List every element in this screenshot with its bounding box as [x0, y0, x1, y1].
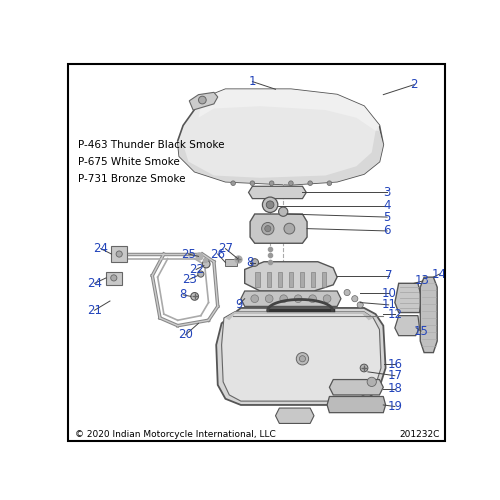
Polygon shape [226, 312, 374, 320]
Text: 24: 24 [87, 277, 102, 290]
Text: 27: 27 [218, 242, 233, 255]
Circle shape [191, 292, 198, 300]
Text: 8: 8 [246, 256, 254, 269]
Polygon shape [190, 92, 218, 110]
Polygon shape [327, 396, 386, 412]
Text: 16: 16 [388, 358, 402, 370]
Polygon shape [276, 408, 314, 424]
Circle shape [198, 96, 206, 104]
Polygon shape [106, 272, 122, 285]
Polygon shape [395, 316, 419, 336]
Text: 12: 12 [388, 308, 402, 320]
Bar [266, 272, 271, 287]
Polygon shape [178, 131, 384, 184]
Text: 201232C: 201232C [399, 430, 440, 438]
Polygon shape [178, 90, 384, 184]
Circle shape [300, 356, 306, 362]
Circle shape [250, 181, 254, 186]
Polygon shape [222, 312, 381, 401]
Text: 2: 2 [410, 78, 418, 91]
Text: 26: 26 [210, 248, 225, 260]
Text: 15: 15 [414, 324, 428, 338]
Bar [278, 272, 282, 287]
Polygon shape [330, 380, 384, 395]
Text: 1: 1 [248, 75, 256, 88]
Text: 5: 5 [384, 210, 391, 224]
Circle shape [344, 290, 350, 296]
Text: 23: 23 [182, 273, 196, 286]
Text: 14: 14 [432, 268, 447, 280]
Circle shape [327, 181, 332, 186]
Circle shape [198, 271, 204, 277]
Text: 8: 8 [180, 288, 187, 302]
Text: 6: 6 [384, 224, 391, 237]
Circle shape [202, 260, 210, 268]
Polygon shape [112, 246, 127, 262]
Circle shape [266, 295, 273, 302]
Circle shape [284, 223, 295, 234]
Text: 22: 22 [188, 263, 204, 276]
Bar [288, 272, 293, 287]
Circle shape [262, 197, 278, 212]
Text: 25: 25 [181, 248, 196, 260]
Polygon shape [244, 262, 337, 291]
Polygon shape [241, 291, 341, 306]
Circle shape [294, 295, 302, 302]
Circle shape [309, 295, 316, 302]
Circle shape [352, 296, 358, 302]
Text: 9: 9 [236, 298, 243, 310]
Circle shape [251, 295, 258, 302]
Text: 24: 24 [93, 242, 108, 255]
Circle shape [323, 295, 331, 302]
Polygon shape [216, 308, 386, 405]
Text: P-675 White Smoke: P-675 White Smoke [78, 156, 180, 166]
Circle shape [278, 207, 288, 216]
Text: 11: 11 [381, 298, 396, 312]
Circle shape [231, 181, 235, 186]
Circle shape [264, 226, 271, 232]
Polygon shape [395, 284, 422, 312]
Circle shape [288, 181, 293, 186]
Text: 13: 13 [415, 274, 430, 287]
Circle shape [110, 275, 117, 281]
Text: 17: 17 [388, 369, 402, 382]
Text: 18: 18 [388, 382, 402, 396]
Polygon shape [248, 186, 306, 198]
Text: 21: 21 [87, 304, 102, 317]
Text: © 2020 Indian Motorcycle International, LLC: © 2020 Indian Motorcycle International, … [76, 430, 276, 438]
Circle shape [251, 258, 258, 266]
Circle shape [280, 295, 287, 302]
Text: P-731 Bronze Smoke: P-731 Bronze Smoke [78, 174, 185, 184]
Text: 10: 10 [382, 287, 396, 300]
Polygon shape [250, 214, 307, 244]
Polygon shape [198, 90, 380, 131]
Circle shape [360, 364, 368, 372]
Bar [322, 272, 326, 287]
Polygon shape [226, 258, 237, 266]
Circle shape [296, 352, 308, 365]
Circle shape [308, 181, 312, 186]
Circle shape [367, 377, 376, 386]
Text: 3: 3 [384, 186, 391, 199]
Polygon shape [420, 277, 437, 352]
Circle shape [266, 201, 274, 208]
Bar [310, 272, 316, 287]
Text: 7: 7 [385, 269, 392, 282]
Text: 19: 19 [388, 400, 402, 413]
Text: 20: 20 [178, 328, 193, 342]
Bar [256, 272, 260, 287]
Bar [300, 272, 304, 287]
Circle shape [262, 222, 274, 235]
Text: P-463 Thunder Black Smoke: P-463 Thunder Black Smoke [78, 140, 224, 149]
Circle shape [116, 251, 122, 257]
Circle shape [270, 181, 274, 186]
Circle shape [357, 302, 364, 308]
Text: 4: 4 [384, 199, 391, 212]
